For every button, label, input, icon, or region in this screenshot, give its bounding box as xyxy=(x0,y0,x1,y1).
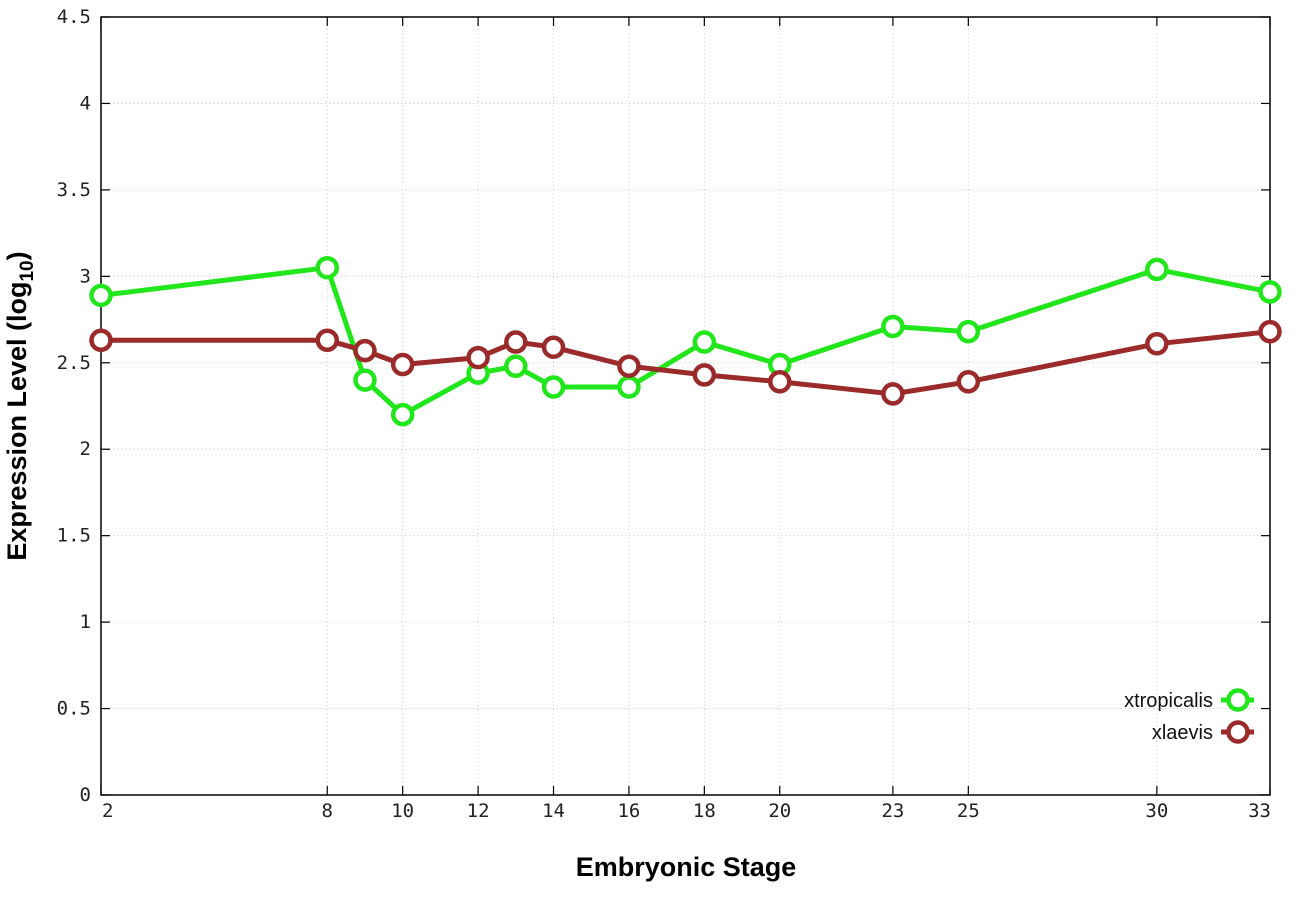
x-tick-label: 2 xyxy=(102,800,113,822)
plot-frame xyxy=(100,16,1271,796)
legend-swatch-marker xyxy=(1226,688,1250,712)
x-tick-label: 12 xyxy=(467,800,490,822)
y-tick-label: 0.5 xyxy=(57,698,91,720)
x-tick-label: 33 xyxy=(1248,800,1271,822)
data-point-xlaevis xyxy=(956,370,981,394)
x-tick-label: 30 xyxy=(1145,800,1168,822)
data-point-xlaevis xyxy=(1145,332,1169,356)
data-point-xtropicalis xyxy=(89,283,113,308)
y-axis-title-main: Expression Level (log xyxy=(2,282,32,561)
data-point-xtropicalis xyxy=(504,354,528,378)
y-axis-title: Expression Level (log10) xyxy=(2,251,38,560)
x-tick-label: 23 xyxy=(881,800,904,822)
data-point-xlaevis xyxy=(881,382,905,406)
y-tick-label: 4.5 xyxy=(57,6,91,28)
x-tick-label: 8 xyxy=(322,800,333,822)
y-axis-title-subscript: 10 xyxy=(17,260,38,281)
y-tick-label: 2.5 xyxy=(57,352,91,374)
y-tick-label: 1 xyxy=(80,611,91,633)
legend-swatch-marker xyxy=(1226,720,1250,744)
y-tick-label: 0 xyxy=(80,784,91,806)
data-point-xtropicalis xyxy=(617,375,641,399)
data-point-xtropicalis xyxy=(390,402,415,427)
data-point-xlaevis xyxy=(541,335,566,359)
data-point-xtropicalis xyxy=(1145,257,1169,282)
x-tick-label: 20 xyxy=(768,800,791,822)
legend-label: xtropicalis xyxy=(1124,690,1213,712)
x-tick-label: 16 xyxy=(617,800,640,822)
data-series xyxy=(89,255,1282,427)
y-tick-label: 1.5 xyxy=(57,525,91,547)
y-axis-title-close: ) xyxy=(2,251,32,260)
x-tick-label: 14 xyxy=(542,800,565,822)
data-point-xlaevis xyxy=(617,354,641,378)
legend-label: xlaevis xyxy=(1152,722,1213,744)
legend-item-xtropicalis: xtropicalis xyxy=(1124,688,1254,712)
grid-lines xyxy=(101,17,1270,795)
data-point-xlaevis xyxy=(768,370,792,394)
x-tick-label: 18 xyxy=(693,800,716,822)
data-point-xlaevis xyxy=(466,345,490,370)
data-point-xlaevis xyxy=(692,363,717,387)
legend: xtropicalis xlaevis xyxy=(1124,688,1254,744)
x-tick-label: 10 xyxy=(391,800,414,822)
data-point-xlaevis xyxy=(315,328,340,353)
data-point-xtropicalis xyxy=(1258,280,1282,304)
data-point-xlaevis xyxy=(390,352,415,377)
y-tick-label: 4 xyxy=(80,92,91,114)
y-tick-label: 3 xyxy=(80,265,91,287)
series-xlaevis xyxy=(89,319,1282,406)
y-tick-label: 3.5 xyxy=(57,179,91,201)
data-point-xlaevis xyxy=(89,328,113,353)
data-point-xtropicalis xyxy=(353,368,377,392)
data-point-xlaevis xyxy=(353,338,377,363)
data-point-xtropicalis xyxy=(956,319,981,344)
data-point-xtropicalis xyxy=(315,255,340,280)
data-point-xlaevis xyxy=(1258,319,1282,344)
data-point-xlaevis xyxy=(504,330,528,354)
series-xtropicalis xyxy=(89,255,1282,427)
data-point-xtropicalis xyxy=(692,330,717,354)
y-tick-label: 2 xyxy=(80,438,91,460)
axis-ticks: 0 0.5 1 1.5 2 2.5 3 3.5 4 4.5 2 8 10 12 14 16 18 20 23 25 30… xyxy=(57,6,1271,822)
x-tick-label: 25 xyxy=(957,800,980,822)
x-axis-title: Embryonic Stage xyxy=(576,852,797,882)
data-point-xtropicalis xyxy=(881,314,905,339)
data-point-xtropicalis xyxy=(541,375,566,399)
legend-item-xlaevis: xlaevis xyxy=(1152,720,1254,744)
